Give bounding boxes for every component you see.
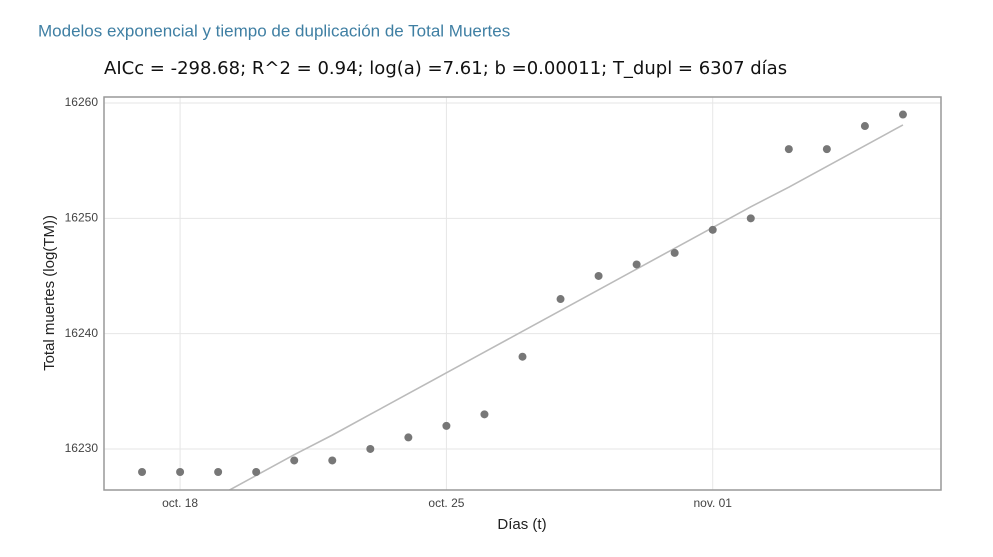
data-point — [480, 410, 489, 419]
grid — [104, 97, 941, 490]
data-point — [442, 421, 451, 430]
plot-frame — [103, 96, 942, 491]
x-tick-label: oct. 25 — [428, 496, 464, 510]
data-point — [366, 444, 375, 453]
data-point — [632, 260, 641, 269]
y-axis-title: Total muertes (log(TM)) — [41, 215, 58, 371]
x-tick-label: nov. 01 — [693, 496, 732, 510]
chart-subtitle: AICc = -298.68; R^2 = 0.94; log(a) =7.61… — [104, 58, 787, 79]
data-point — [860, 122, 869, 131]
x-tick-label: oct. 18 — [162, 496, 198, 510]
y-tick-label: 16250 — [65, 210, 99, 224]
data-point — [252, 468, 261, 477]
data-point — [708, 225, 717, 234]
data-point — [898, 110, 907, 119]
y-tick-label: 16240 — [65, 326, 99, 340]
data-point — [556, 295, 565, 304]
data-point — [784, 145, 793, 154]
data-point — [138, 468, 147, 477]
y-tick-label: 16260 — [65, 95, 99, 109]
data-point — [176, 468, 185, 477]
data-point — [594, 271, 603, 280]
chart-title: Modelos exponencial y tiempo de duplicac… — [38, 21, 510, 40]
y-tick-label: 16230 — [65, 441, 99, 455]
data-point — [670, 248, 679, 257]
data-point — [746, 214, 755, 223]
data-point — [328, 456, 337, 465]
data-point — [518, 352, 527, 361]
fit-line — [227, 124, 904, 490]
data-point — [404, 433, 413, 442]
data-point — [214, 468, 223, 477]
data-point — [822, 145, 831, 154]
x-axis-title: Días (t) — [497, 516, 546, 533]
plot-area — [138, 110, 907, 490]
data-point — [290, 456, 299, 465]
